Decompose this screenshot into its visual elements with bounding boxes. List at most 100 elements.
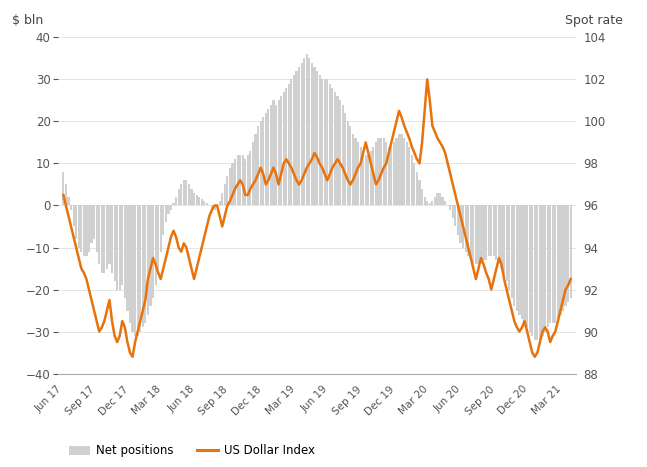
Bar: [475, 205, 477, 264]
Bar: [283, 92, 285, 205]
Bar: [237, 155, 239, 205]
Bar: [185, 180, 188, 205]
Bar: [334, 92, 336, 205]
Bar: [262, 117, 265, 205]
Bar: [429, 203, 431, 205]
Bar: [375, 142, 377, 205]
Bar: [562, 205, 564, 311]
Bar: [70, 205, 72, 210]
Bar: [406, 142, 408, 205]
Bar: [395, 138, 397, 205]
Bar: [162, 205, 164, 235]
Bar: [355, 138, 356, 205]
Bar: [342, 105, 344, 205]
Bar: [241, 155, 244, 205]
Bar: [232, 163, 234, 205]
Bar: [83, 205, 85, 256]
Bar: [454, 205, 457, 226]
Bar: [441, 197, 444, 205]
Bar: [139, 205, 141, 332]
Bar: [168, 205, 170, 214]
Bar: [416, 172, 418, 205]
Bar: [485, 205, 487, 260]
Bar: [239, 155, 241, 205]
Bar: [303, 58, 305, 205]
Bar: [170, 205, 172, 210]
Bar: [433, 197, 436, 205]
Bar: [470, 205, 472, 260]
Bar: [321, 79, 324, 205]
Bar: [78, 205, 80, 248]
Bar: [569, 205, 572, 298]
Bar: [229, 168, 231, 205]
Bar: [254, 134, 257, 205]
Bar: [526, 205, 528, 327]
Bar: [293, 75, 295, 205]
Bar: [124, 205, 126, 298]
Bar: [131, 205, 134, 332]
Bar: [244, 159, 247, 205]
Bar: [457, 205, 459, 235]
Bar: [203, 201, 205, 205]
Bar: [188, 184, 190, 205]
Bar: [488, 205, 490, 256]
Bar: [534, 205, 536, 340]
Bar: [129, 205, 131, 323]
Bar: [285, 88, 287, 205]
Bar: [498, 205, 500, 264]
Bar: [472, 205, 474, 264]
Bar: [305, 54, 308, 205]
Bar: [144, 205, 146, 323]
Bar: [382, 138, 385, 205]
Bar: [93, 205, 95, 239]
Bar: [413, 163, 415, 205]
Bar: [80, 205, 82, 252]
Bar: [344, 113, 346, 205]
Bar: [142, 205, 144, 327]
Bar: [523, 205, 525, 323]
Bar: [118, 205, 121, 290]
Bar: [398, 134, 400, 205]
Bar: [193, 193, 195, 205]
Bar: [134, 205, 136, 336]
Bar: [101, 205, 103, 273]
Bar: [503, 205, 505, 277]
Bar: [126, 205, 129, 311]
Bar: [313, 67, 316, 205]
Bar: [265, 113, 267, 205]
Bar: [369, 151, 372, 205]
Bar: [219, 201, 221, 205]
Bar: [96, 205, 98, 252]
Bar: [531, 205, 533, 336]
Bar: [459, 205, 461, 243]
Bar: [104, 205, 105, 273]
Bar: [198, 197, 201, 205]
Bar: [326, 79, 329, 205]
Bar: [516, 205, 518, 311]
Bar: [542, 205, 543, 336]
Bar: [160, 205, 162, 252]
Bar: [252, 142, 254, 205]
Bar: [311, 63, 313, 205]
Bar: [109, 205, 111, 264]
Bar: [444, 201, 446, 205]
Bar: [113, 205, 116, 281]
Bar: [388, 147, 390, 205]
Bar: [280, 96, 282, 205]
Bar: [88, 205, 90, 252]
Bar: [496, 205, 498, 260]
Bar: [165, 205, 167, 222]
Bar: [352, 134, 354, 205]
Bar: [372, 147, 375, 205]
Bar: [152, 205, 154, 298]
Bar: [439, 193, 441, 205]
Bar: [357, 142, 359, 205]
Bar: [465, 205, 466, 252]
Bar: [544, 205, 546, 332]
Bar: [155, 205, 157, 285]
Bar: [173, 203, 175, 205]
Bar: [249, 151, 252, 205]
Bar: [149, 205, 151, 306]
Bar: [62, 172, 65, 205]
Bar: [508, 205, 510, 290]
